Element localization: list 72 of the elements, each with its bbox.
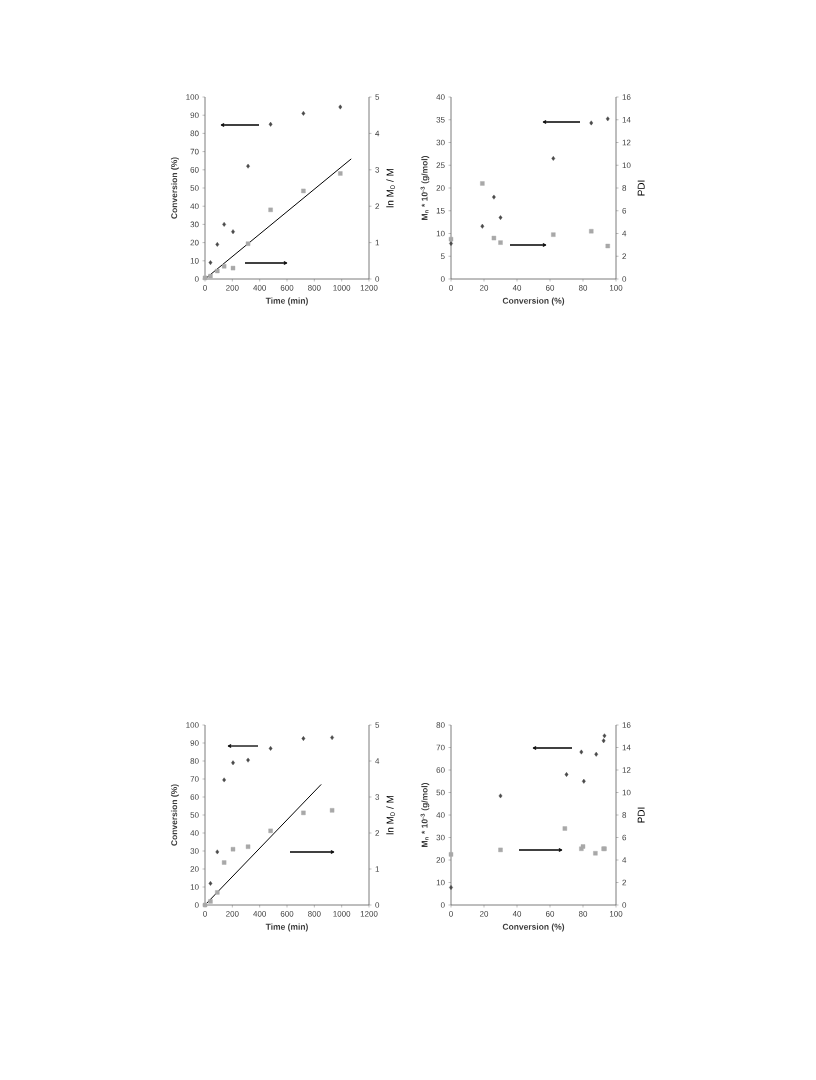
point <box>579 749 584 755</box>
point <box>338 171 343 176</box>
point <box>449 241 453 246</box>
point <box>230 847 236 852</box>
y-axis-title: Conversion (%) <box>170 157 179 219</box>
y2-axis-title: PDI <box>637 180 645 196</box>
point <box>338 104 343 110</box>
point <box>246 757 250 763</box>
point <box>222 777 226 783</box>
point <box>208 273 213 279</box>
point <box>231 760 235 766</box>
point <box>208 881 213 886</box>
point <box>222 222 226 227</box>
point <box>581 778 586 784</box>
point <box>215 242 220 247</box>
point <box>564 772 569 777</box>
point <box>480 223 485 229</box>
point <box>268 746 273 751</box>
y-axis-title: Conversion (%) <box>170 784 179 846</box>
point <box>246 163 250 169</box>
x-axis-title: Conversion (%) <box>502 923 565 932</box>
point <box>301 810 306 816</box>
point <box>268 828 273 834</box>
point <box>589 229 594 234</box>
point <box>215 890 220 895</box>
y-axis-title: M$_{n}$ * 10$^{-3}$ (g/mol) <box>420 782 430 847</box>
point <box>245 241 251 246</box>
point <box>492 194 496 200</box>
x-axis-title: Time (min) <box>265 923 308 932</box>
point <box>562 826 568 831</box>
x-axis-title: Conversion (%) <box>502 297 565 306</box>
point <box>602 733 607 739</box>
point <box>301 188 306 194</box>
point <box>268 121 273 127</box>
point <box>589 120 594 126</box>
y2-axis-title: ln M$_{0}$ / M <box>386 795 396 835</box>
point <box>202 275 208 281</box>
point <box>245 844 251 849</box>
point <box>605 116 610 122</box>
point <box>449 885 453 890</box>
point <box>448 237 454 242</box>
point <box>268 207 273 213</box>
point <box>329 808 335 813</box>
y-axis-title: M$_{n}$ * 10$^{-3}$ (g/mol) <box>420 155 430 220</box>
point <box>215 268 220 274</box>
x-axis-title: Time (min) <box>265 297 308 306</box>
point <box>480 181 485 186</box>
point <box>551 232 556 237</box>
point <box>215 849 220 855</box>
y2-axis-title: ln M$_{0}$ / M <box>386 168 396 208</box>
point <box>491 235 497 241</box>
point <box>208 899 213 904</box>
point <box>330 735 334 740</box>
point <box>498 793 503 799</box>
point <box>221 264 227 269</box>
point <box>208 260 213 266</box>
point <box>231 229 235 235</box>
point <box>498 240 503 245</box>
point <box>593 851 598 856</box>
point <box>221 860 227 865</box>
point <box>594 751 599 757</box>
point <box>498 215 503 220</box>
point <box>301 110 306 116</box>
point <box>601 738 606 744</box>
point <box>301 736 306 741</box>
point <box>605 243 610 249</box>
point <box>498 847 503 853</box>
point <box>230 265 236 271</box>
point <box>448 852 454 857</box>
point <box>551 156 556 161</box>
point <box>202 902 208 908</box>
y2-axis-title: PDI <box>637 807 645 823</box>
